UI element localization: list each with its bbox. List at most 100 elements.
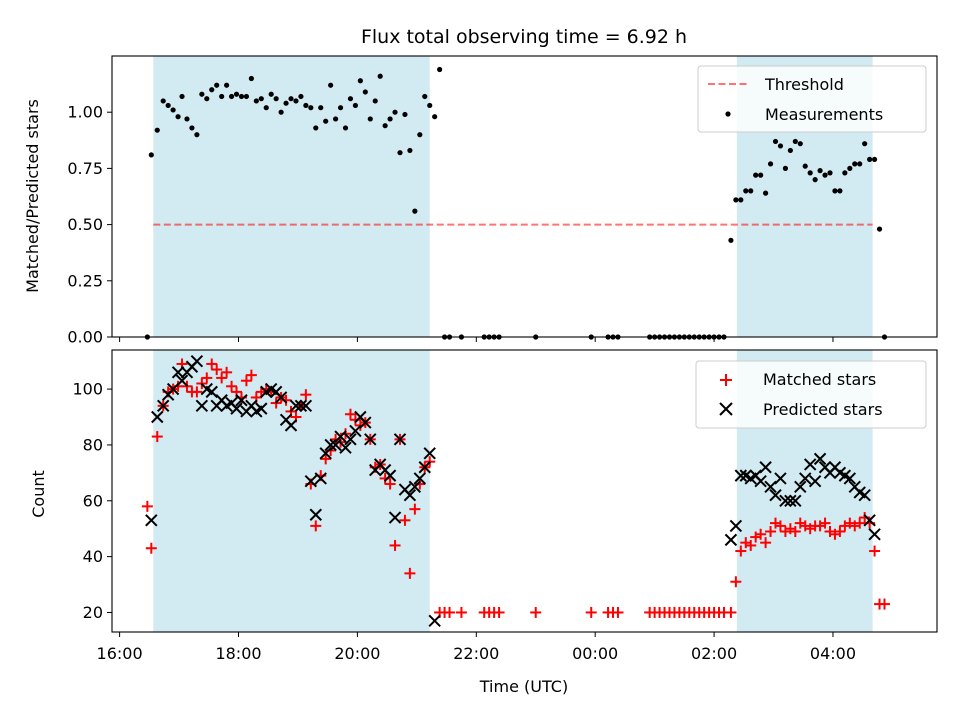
- predicted-star-point: [388, 511, 402, 524]
- measurement-point: [298, 93, 304, 100]
- predicted-star-point: [175, 374, 189, 387]
- measurement-point: [748, 188, 754, 194]
- measurement-point: [852, 161, 858, 167]
- matched-star-point: [141, 500, 153, 512]
- predicted-star-point: [319, 447, 332, 460]
- matched-star-point: [414, 478, 426, 490]
- measurement-point: [817, 168, 823, 174]
- predicted-star-point: [205, 385, 218, 399]
- matched-star-point: [344, 408, 356, 420]
- measurement-point: [332, 116, 339, 122]
- measurement-point: [243, 93, 250, 100]
- measurement-point: [837, 188, 843, 194]
- measurement-point: [303, 102, 309, 109]
- measurement-point: [762, 190, 769, 196]
- predicted-star-point: [151, 410, 164, 424]
- measurement-point: [847, 165, 853, 171]
- measurement-point: [407, 147, 413, 154]
- predicted-star-point: [764, 480, 777, 494]
- y-tick-label: 100: [72, 380, 103, 399]
- measurement-point: [728, 237, 734, 243]
- top-legend: Threshold Measurements: [697, 65, 927, 133]
- x-tick-label: 20:00: [334, 644, 380, 663]
- top-observing-window-1: [153, 56, 430, 337]
- predicted-star-point: [255, 402, 268, 415]
- matched-star-point: [755, 528, 767, 540]
- measurement-point: [293, 98, 299, 104]
- measurement-point: [417, 132, 423, 138]
- x-tick-label: 04:00: [810, 644, 856, 663]
- measurement-point: [184, 116, 190, 122]
- matched-star-point: [211, 364, 223, 376]
- matched-star-point: [226, 380, 238, 392]
- matched-star-point: [444, 606, 456, 618]
- legend-measurements-swatch: [725, 111, 731, 117]
- measurement-point: [867, 156, 873, 163]
- predicted-star-point: [230, 402, 243, 415]
- measurement-point: [767, 161, 774, 167]
- predicted-star-point: [858, 488, 871, 502]
- matched-star-point: [300, 389, 312, 401]
- measurement-point: [822, 172, 828, 178]
- measurement-point: [772, 138, 779, 145]
- measurement-point: [422, 93, 428, 100]
- measurement-point: [797, 141, 803, 147]
- predicted-star-point: [784, 494, 797, 507]
- bottom-legend: Matched stars Predicted stars: [695, 360, 927, 429]
- measurement-point: [273, 96, 279, 102]
- predicted-star-point: [195, 399, 209, 413]
- predicted-star-point: [794, 480, 807, 494]
- measurement-point: [253, 98, 259, 104]
- predicted-star-point: [779, 494, 792, 507]
- x-tick-label: 16:00: [97, 644, 143, 663]
- measurement-point: [362, 89, 368, 95]
- predicted-star-point: [235, 394, 248, 407]
- predicted-star-point: [413, 472, 427, 485]
- matched-star-point: [409, 503, 421, 515]
- y-tick-label: 20: [83, 603, 103, 622]
- measurement-point: [263, 105, 269, 111]
- bottom-observing-window-1: [153, 350, 430, 632]
- legend-matched-swatch: [720, 374, 732, 386]
- predicted-star-point: [383, 469, 397, 482]
- predicted-star-point: [294, 399, 308, 413]
- bottom-y-axis: 20 40 60 80 100: [72, 380, 112, 622]
- predicted-star-point: [769, 488, 782, 502]
- matched-star-point: [869, 545, 881, 557]
- measurement-point: [328, 82, 334, 88]
- measurement-point: [258, 96, 264, 102]
- predicted-star-point: [403, 488, 417, 502]
- measurement-point: [357, 78, 363, 84]
- matched-star-point: [859, 512, 871, 524]
- measurement-point: [827, 170, 833, 176]
- predicted-star-point: [774, 472, 787, 485]
- predicted-star-point: [799, 472, 812, 485]
- y-tick-label: 0.25: [67, 271, 103, 290]
- measurement-point: [432, 114, 438, 120]
- measurement-point: [233, 91, 240, 97]
- predicted-star-point: [364, 433, 377, 446]
- measurement-point: [347, 96, 354, 102]
- predicted-star-point: [299, 399, 313, 413]
- predicted-star-point: [344, 433, 357, 446]
- bottom-legend-box: [695, 360, 927, 429]
- matched-star-point: [245, 369, 257, 381]
- measurement-point: [194, 132, 200, 138]
- matched-star-point: [854, 517, 866, 529]
- measurement-point: [372, 98, 378, 104]
- measurement-point: [427, 102, 433, 109]
- measurement-point: [278, 109, 284, 115]
- measurement-point: [862, 141, 868, 147]
- measurement-point: [782, 165, 789, 171]
- measurement-point: [170, 107, 176, 113]
- matched-star-point: [206, 358, 218, 370]
- chart-title: Flux total observing time = 6.92 h: [361, 26, 687, 48]
- predicted-star-point: [334, 430, 347, 443]
- measurement-point: [313, 125, 319, 131]
- measurement-point: [382, 123, 388, 129]
- measurement-point: [154, 127, 160, 133]
- measurement-point: [787, 147, 793, 154]
- predicted-star-point: [754, 475, 767, 488]
- measurements-layer: [144, 66, 888, 340]
- predicted-star-point: [729, 519, 743, 533]
